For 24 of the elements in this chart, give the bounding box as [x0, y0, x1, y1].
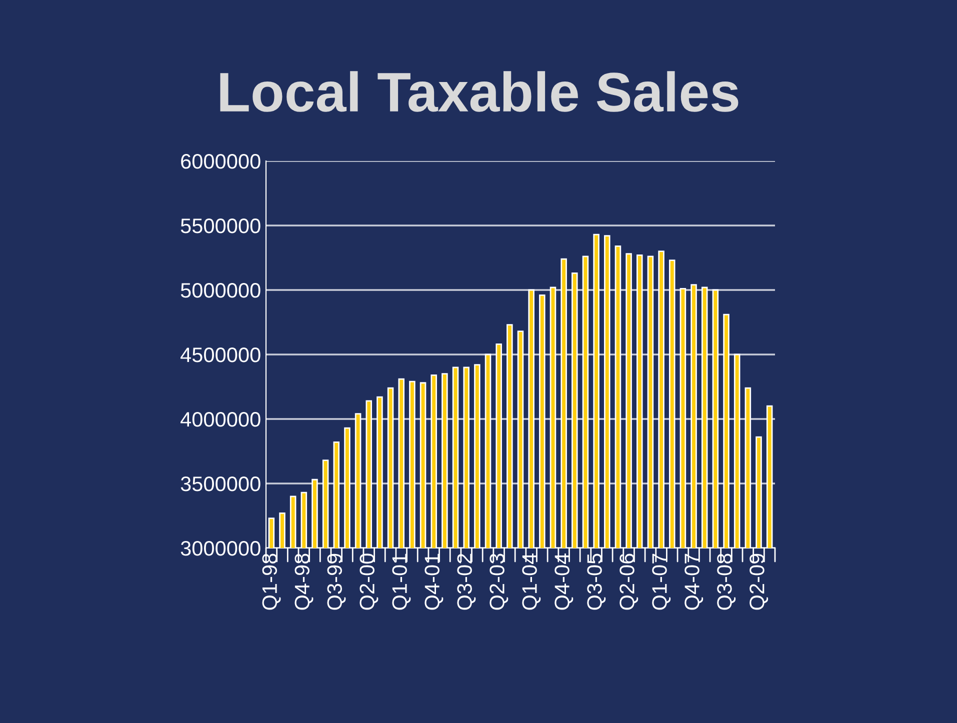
x-tick-label: Q3-02 [457, 554, 476, 610]
x-tick-label: Q4-04 [554, 553, 574, 610]
chart-title: Local Taxable Sales [220, 71, 738, 112]
y-tick-label: 5500000 [180, 218, 260, 234]
y-tick-label: 3000000 [180, 541, 260, 556]
y-tick-label: 4500000 [180, 348, 260, 362]
x-tick-label: Q3-05 [587, 554, 606, 610]
y-tick-label: 3500000 [180, 476, 260, 492]
x-tick-label: Q2-00 [360, 554, 378, 610]
x-tick-label: Q1-98 [262, 554, 281, 610]
x-tick-label: Q1-04 [522, 553, 541, 610]
x-tick-label: Q4-98 [294, 554, 314, 610]
y-tick-label: 6000000 [181, 154, 260, 169]
x-tick-label: Q1-07 [652, 554, 671, 610]
x-tick-label: Q3-99 [327, 554, 346, 610]
x-tick-label: Q4-01 [424, 554, 444, 610]
x-tick-label: Q3-08 [717, 554, 736, 610]
x-tick-label: Q2-03 [490, 554, 508, 610]
x-tick-label: Q2-09 [750, 554, 768, 610]
x-tick-label: Q4-07 [684, 554, 704, 610]
y-tick-label: 5000000 [180, 283, 260, 298]
x-tick-label: Q2-06 [620, 554, 638, 610]
x-tick-label: Q1-01 [392, 554, 411, 610]
y-tick-label: 4000000 [180, 412, 260, 427]
